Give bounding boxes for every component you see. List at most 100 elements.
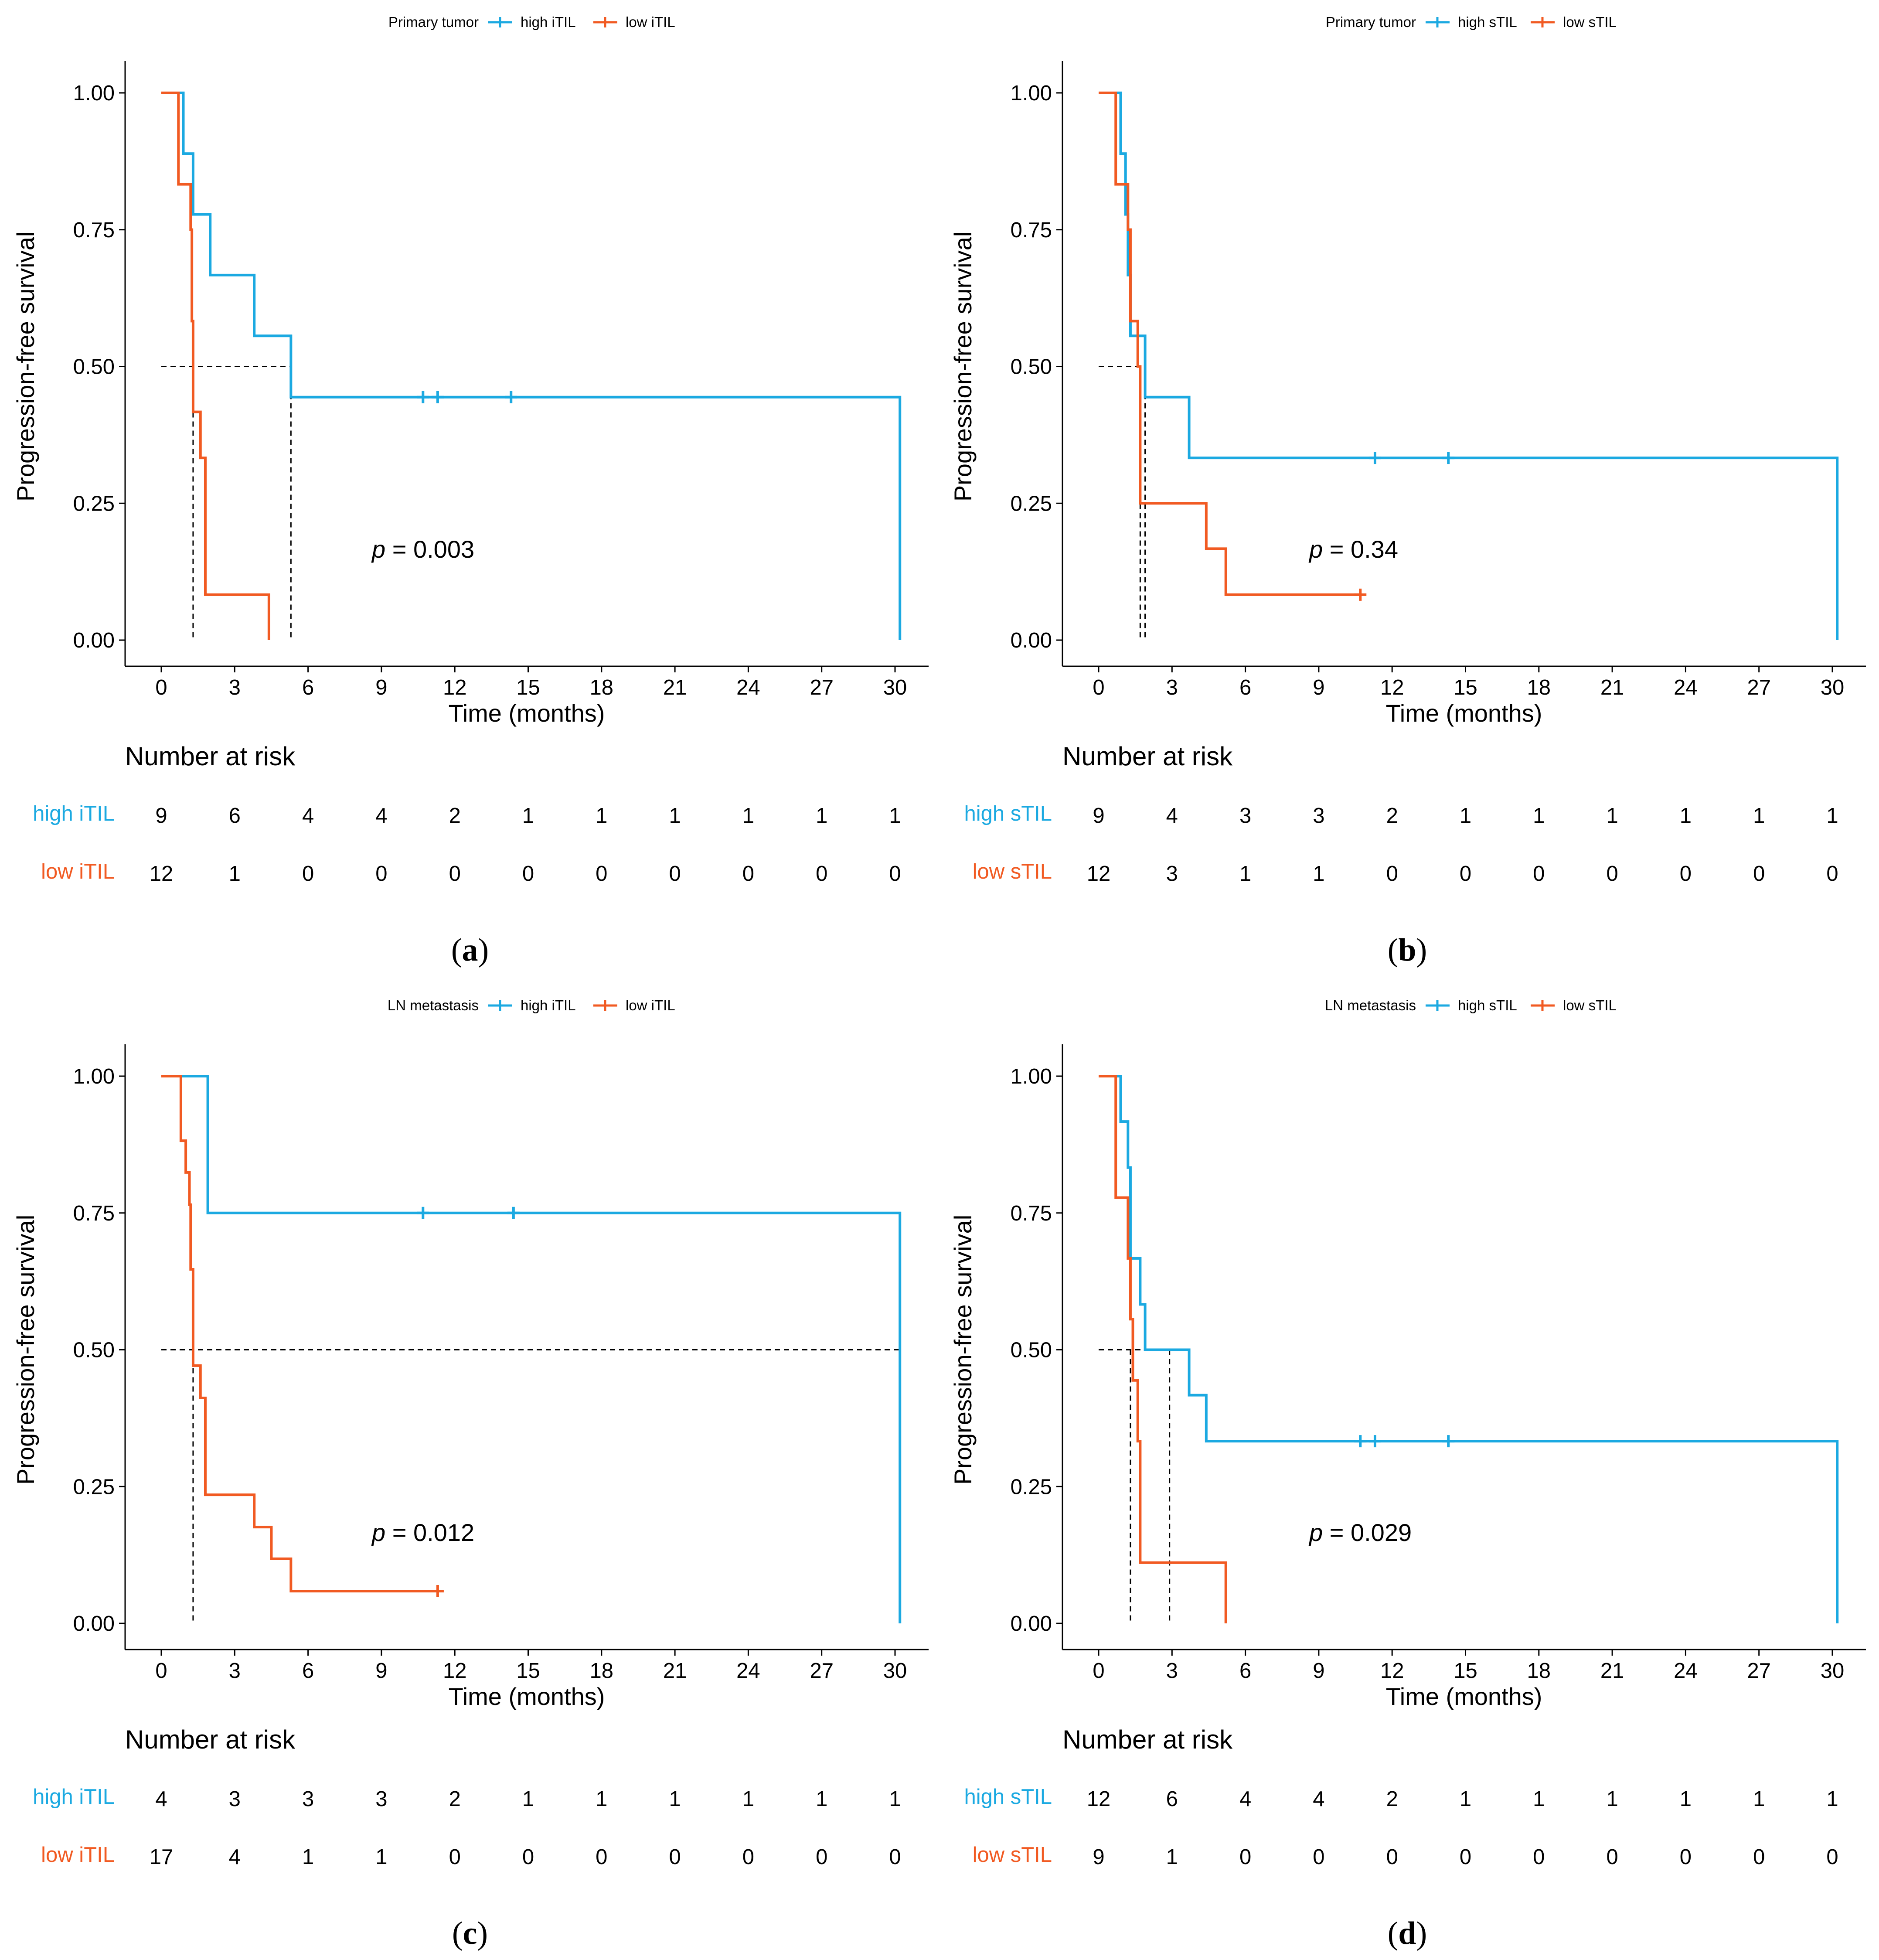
risk-count: 9	[1093, 1845, 1104, 1869]
x-tick-label: 21	[663, 1659, 687, 1683]
risk-table-title: Number at risk	[1062, 1725, 1233, 1754]
risk-row-label: high iTIL	[33, 1785, 115, 1809]
x-tick-label: 0	[155, 676, 167, 699]
x-tick-label: 15	[516, 1659, 540, 1683]
risk-count: 0	[449, 1845, 461, 1869]
legend-key-high	[1426, 1000, 1450, 1011]
risk-count: 0	[1460, 862, 1471, 886]
x-axis-label: Time (months)	[1386, 1683, 1542, 1710]
risk-count: 1	[1680, 1787, 1692, 1811]
y-tick-label: 0.25	[73, 492, 115, 515]
legend-title: LN metastasis	[1325, 997, 1416, 1013]
x-tick-label: 12	[443, 1659, 467, 1683]
x-tick-label: 9	[375, 1659, 387, 1683]
km-panel-a: Primary tumor high iTIL low iTIL 0.00 0.25 0.…	[12, 14, 929, 968]
y-tick-label: 0.25	[1011, 1475, 1052, 1499]
risk-count: 1	[669, 804, 681, 828]
risk-count: 0	[889, 1845, 901, 1869]
risk-row-label: low iTIL	[41, 1843, 115, 1867]
x-tick-label: 27	[810, 676, 834, 699]
x-tick-label: 12	[1380, 1659, 1404, 1683]
risk-count: 1	[596, 804, 607, 828]
legend-label-low: low iTIL	[626, 997, 675, 1013]
x-tick-label: 18	[1527, 676, 1551, 699]
risk-count: 1	[889, 1787, 901, 1811]
censor-mark	[417, 391, 429, 403]
risk-count: 0	[669, 862, 681, 886]
risk-count: 2	[449, 1787, 461, 1811]
risk-count: 0	[1826, 862, 1838, 886]
survival-curve-low	[161, 92, 270, 640]
risk-count: 6	[1166, 1787, 1178, 1811]
risk-count: 1	[375, 1845, 387, 1869]
risk-count: 0	[375, 862, 387, 886]
risk-count: 0	[1533, 1845, 1545, 1869]
legend-key-high	[488, 1000, 512, 1011]
risk-row-label: low iTIL	[41, 860, 115, 883]
risk-count: 0	[1386, 862, 1398, 886]
risk-count: 1	[522, 804, 534, 828]
risk-count: 0	[522, 1845, 534, 1869]
legend: LN metastasis high iTIL low iTIL	[388, 997, 675, 1013]
survival-curve-high	[161, 1075, 902, 1623]
risk-count: 0	[449, 862, 461, 886]
x-tick-label: 27	[1747, 676, 1771, 699]
panel-caption: (d)	[1388, 1916, 1427, 1951]
km-panel-b: Primary tumor high sTIL low sTIL 0.00 0.25 0.…	[949, 14, 1866, 968]
legend-key-low	[593, 17, 617, 27]
x-tick-label: 9	[1313, 1659, 1324, 1683]
censor-mark	[431, 1585, 444, 1597]
risk-count: 4	[1166, 804, 1178, 828]
legend: Primary tumor high iTIL low iTIL	[388, 14, 675, 30]
legend-label-high: high sTIL	[1458, 14, 1517, 30]
x-tick-label: 30	[883, 676, 907, 699]
x-tick-label: 15	[1454, 676, 1477, 699]
x-tick-label: 24	[1674, 676, 1698, 699]
risk-table-title: Number at risk	[125, 1725, 296, 1754]
risk-count: 0	[742, 862, 754, 886]
y-axis-label: Progression-free survival	[949, 232, 977, 501]
risk-count: 3	[302, 1787, 314, 1811]
legend-title: LN metastasis	[388, 997, 479, 1013]
censor-mark	[1442, 452, 1455, 464]
risk-count: 17	[150, 1845, 174, 1869]
risk-count: 0	[1753, 1845, 1765, 1869]
risk-count: 3	[1239, 804, 1251, 828]
x-tick-label: 30	[883, 1659, 907, 1683]
risk-count: 1	[889, 804, 901, 828]
x-axis-label: Time (months)	[1386, 699, 1542, 727]
y-tick-label: 0.00	[73, 1612, 115, 1636]
risk-count: 9	[155, 804, 167, 828]
x-tick-label: 0	[1093, 1659, 1104, 1683]
survival-curve-high	[1099, 1075, 1839, 1623]
risk-count: 1	[1826, 1787, 1838, 1811]
risk-count: 0	[302, 862, 314, 886]
risk-table: Number at risk high iTIL 4 3 3 3 2 1 1 1 1 1 1 low iT…	[33, 1725, 901, 1869]
survival-curve-low	[161, 1075, 438, 1592]
risk-count: 0	[522, 862, 534, 886]
risk-count: 0	[1826, 1845, 1838, 1869]
risk-count: 0	[1606, 1845, 1618, 1869]
y-tick-label: 0.75	[73, 218, 115, 242]
risk-row-label: low sTIL	[973, 860, 1052, 883]
risk-count: 0	[1460, 1845, 1471, 1869]
panel-caption: (b)	[1388, 932, 1427, 968]
x-tick-label: 24	[736, 676, 760, 699]
y-tick-label: 0.50	[1011, 1339, 1052, 1362]
risk-table-title: Number at risk	[125, 742, 296, 771]
risk-count: 0	[669, 1845, 681, 1869]
risk-count: 1	[1239, 862, 1251, 886]
p-value-text: p = 0.029	[1308, 1519, 1412, 1546]
x-tick-label: 27	[1747, 1659, 1771, 1683]
censor-mark	[1354, 588, 1367, 601]
p-value-text: p = 0.003	[371, 535, 474, 563]
p-value-text: p = 0.012	[371, 1519, 474, 1546]
y-tick-label: 0.75	[1011, 218, 1052, 242]
y-axis-label: Progression-free survival	[949, 1215, 977, 1485]
risk-table: Number at risk high iTIL 9 6 4 4 2 1 1 1 1 1 1 low iT…	[33, 742, 901, 886]
risk-count: 4	[302, 804, 314, 828]
y-tick-label: 0.00	[1011, 629, 1052, 652]
censor-mark	[1442, 1435, 1455, 1448]
survival-curve-high	[161, 92, 902, 640]
